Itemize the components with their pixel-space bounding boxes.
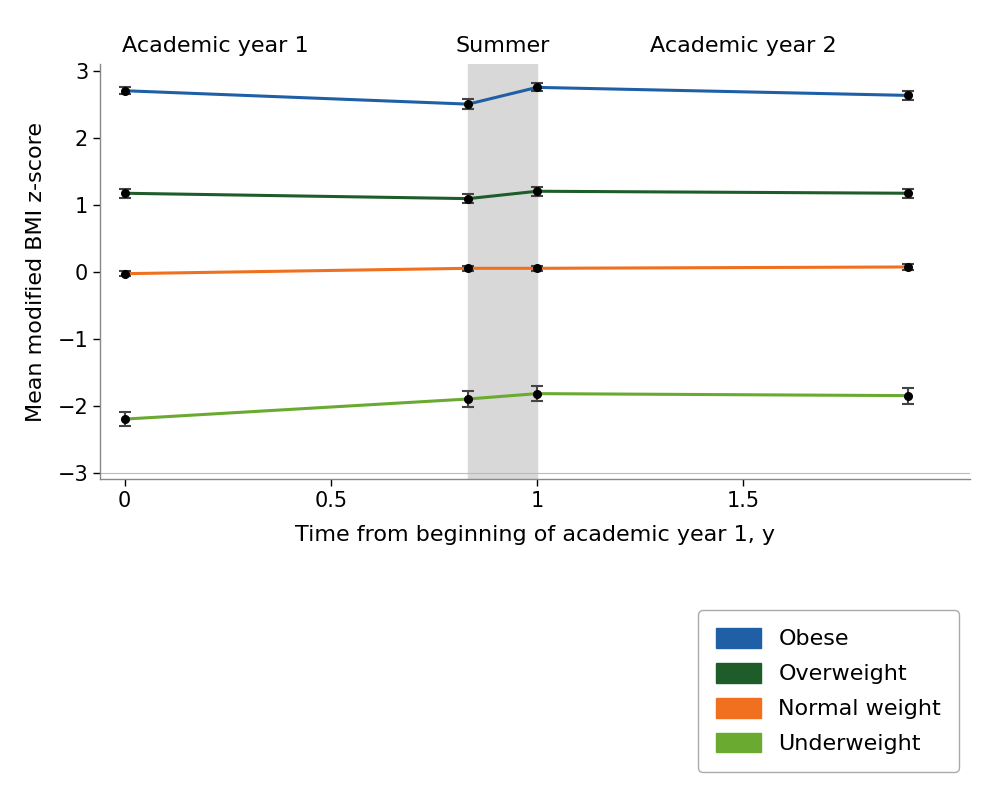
Underweight <box>902 391 914 400</box>
Text: Summer: Summer <box>455 36 550 56</box>
Obese <box>531 82 543 92</box>
Legend: Obese, Overweight, Normal weight, Underweight: Obese, Overweight, Normal weight, Underw… <box>698 610 959 772</box>
Overweight <box>462 194 474 204</box>
X-axis label: Time from beginning of academic year 1, y: Time from beginning of academic year 1, … <box>295 525 775 545</box>
Underweight <box>462 394 474 403</box>
Overweight <box>902 189 914 198</box>
Obese <box>462 99 474 109</box>
Overweight <box>119 189 131 198</box>
Normal weight <box>462 264 474 273</box>
Line: Overweight: Overweight <box>125 191 908 199</box>
Line: Obese: Obese <box>125 87 908 104</box>
Line: Normal weight: Normal weight <box>125 267 908 274</box>
Y-axis label: Mean modified BMI z-score: Mean modified BMI z-score <box>26 121 46 422</box>
Overweight <box>531 186 543 196</box>
Obese <box>119 86 131 96</box>
Normal weight <box>119 269 131 279</box>
Text: Academic year 2: Academic year 2 <box>650 36 837 56</box>
Underweight <box>119 415 131 424</box>
Normal weight <box>902 262 914 272</box>
Line: Underweight: Underweight <box>125 394 908 419</box>
Underweight <box>531 389 543 399</box>
Normal weight <box>531 264 543 273</box>
Obese <box>902 90 914 100</box>
Bar <box>468 64 537 479</box>
Text: Academic year 1: Academic year 1 <box>122 36 309 56</box>
